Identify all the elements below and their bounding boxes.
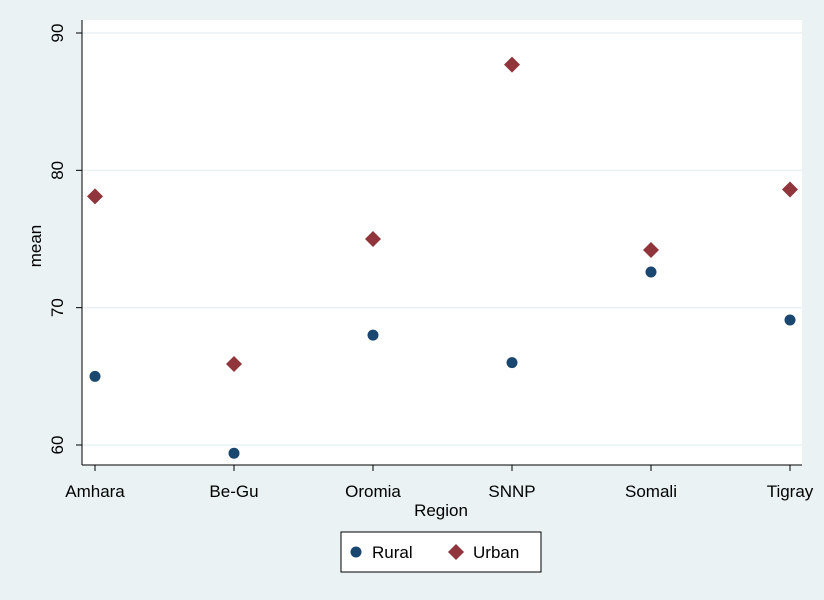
data-marks bbox=[87, 56, 798, 459]
legend-box bbox=[340, 531, 542, 573]
y-ticks: 60 70 80 90 bbox=[48, 24, 82, 455]
x-tick-label: SNNP bbox=[488, 482, 535, 501]
grid-lines bbox=[82, 32, 802, 446]
x-tick-label: Somali bbox=[625, 482, 677, 501]
x-ticks: Amhara Be-Gu Oromia SNNP Somali Tigray bbox=[65, 465, 814, 501]
x-tick-label: Be-Gu bbox=[209, 482, 258, 501]
y-tick-label: 90 bbox=[48, 24, 67, 43]
point-rural bbox=[89, 370, 101, 382]
x-tick-label: Tigray bbox=[767, 482, 814, 501]
y-tick-label: 70 bbox=[48, 298, 67, 317]
point-rural bbox=[645, 266, 657, 278]
legend-label-rural: Rural bbox=[372, 543, 413, 562]
point-urban bbox=[365, 231, 381, 247]
legend-marker-rural bbox=[350, 546, 362, 558]
legend-label-urban: Urban bbox=[473, 543, 519, 562]
point-urban bbox=[226, 355, 242, 372]
point-urban bbox=[504, 56, 520, 73]
point-rural bbox=[228, 447, 240, 459]
y-tick-label: 60 bbox=[48, 436, 67, 455]
legend-marker-urban bbox=[448, 544, 464, 560]
x-axis-title: Region bbox=[414, 501, 468, 520]
point-rural bbox=[367, 329, 379, 341]
point-rural bbox=[784, 314, 796, 326]
x-tick-label: Amhara bbox=[65, 482, 125, 501]
point-urban bbox=[782, 181, 798, 198]
point-urban bbox=[643, 241, 659, 258]
plot-area bbox=[82, 20, 802, 465]
point-rural bbox=[506, 357, 518, 369]
y-tick-label: 80 bbox=[48, 161, 67, 180]
legend: Rural Urban bbox=[340, 531, 542, 573]
point-urban bbox=[87, 188, 103, 205]
y-axis-title: mean bbox=[26, 225, 45, 268]
x-tick-label: Oromia bbox=[345, 482, 401, 501]
